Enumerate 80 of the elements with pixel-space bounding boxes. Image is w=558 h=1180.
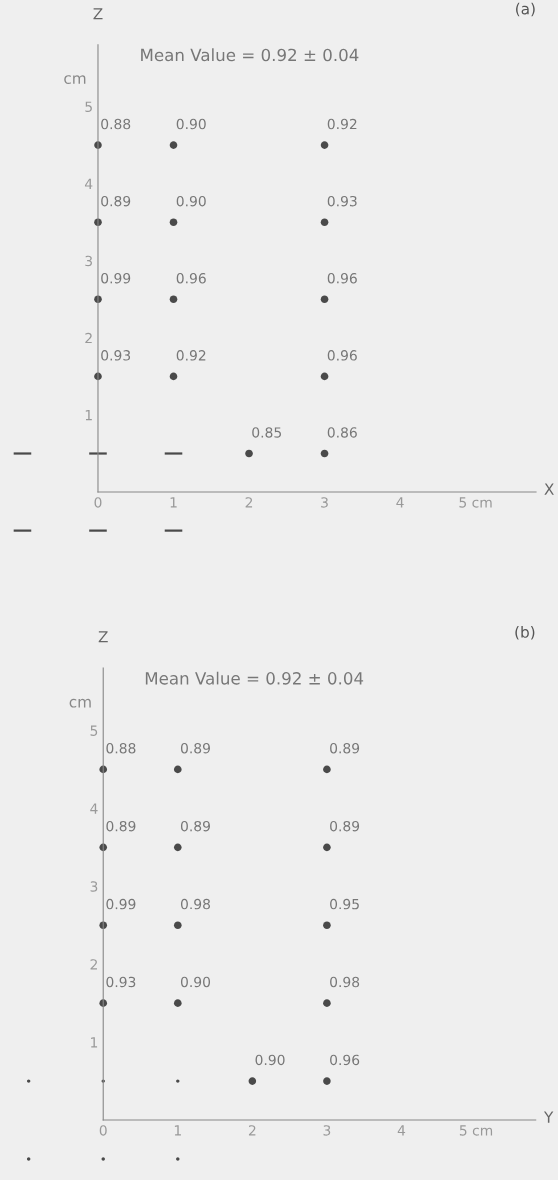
- x-tick-label: 2: [248, 1125, 256, 1136]
- y-tick-label: 4: [84, 178, 93, 189]
- annotation: 0.89: [330, 742, 360, 754]
- x-axis-title: Y: [543, 1111, 554, 1123]
- annotation: 0.96: [327, 350, 357, 361]
- y-tick-label: 3: [90, 881, 98, 892]
- y-tick-label: 1: [91, 1037, 98, 1048]
- chart-subtitle: Mean Value = 0.92 ± 0.04: [145, 671, 364, 685]
- annotation: 0.98: [180, 898, 210, 910]
- x-tick-label: 5 cm: [459, 1125, 493, 1136]
- chart-title: (a): [516, 2, 535, 17]
- point: [320, 372, 329, 381]
- chart-title: (b): [515, 625, 535, 640]
- annotation: 0.93: [327, 195, 357, 207]
- annotation: 0.85: [252, 427, 282, 438]
- annotation: 0.86: [327, 427, 357, 438]
- y-tick-label: 3: [85, 255, 93, 267]
- point: [173, 843, 182, 852]
- point: [173, 999, 182, 1007]
- y-tick-label: 5: [90, 725, 98, 736]
- point: [169, 141, 178, 149]
- annotation: 0.90: [180, 976, 211, 988]
- annotation: 0.88: [101, 118, 131, 130]
- point: [169, 218, 178, 226]
- x-tick-label: 0: [99, 1125, 107, 1136]
- point: [320, 449, 329, 458]
- chart-subtitle: Mean Value = 0.92 ± 0.04: [141, 48, 359, 62]
- point: [320, 141, 329, 149]
- point: [320, 218, 329, 226]
- point: [169, 372, 178, 381]
- x-tick-label: 4: [397, 1125, 406, 1136]
- annotation: 0.99: [101, 272, 131, 284]
- annotation: 0.89: [180, 742, 210, 754]
- annotation: 0.96: [330, 1054, 360, 1066]
- annotation: 0.99: [106, 898, 136, 910]
- point: [323, 843, 331, 852]
- y-tick-label: 2: [90, 959, 97, 970]
- annotation: 0.93: [101, 350, 131, 361]
- y-tick-label: 5: [85, 101, 92, 112]
- point: [173, 921, 182, 930]
- y-axis-title: Z: [93, 8, 103, 20]
- text: cm: [64, 75, 86, 84]
- annotation: 0.89: [106, 820, 136, 832]
- annotation: 0.89: [180, 820, 210, 832]
- annotation: 0.96: [327, 272, 357, 284]
- annotation: 0.98: [330, 976, 360, 988]
- x-tick-label: 1: [174, 1125, 181, 1136]
- annotation: 0.93: [106, 976, 136, 988]
- annotation: 0.89: [330, 820, 360, 832]
- x-tick-label: 4: [396, 497, 404, 508]
- annotation: 0.92: [176, 350, 206, 361]
- y-tick-label: 1: [85, 410, 92, 421]
- x-tick-label: 1: [170, 497, 177, 508]
- point: [245, 449, 253, 458]
- y-tick-label: 4: [90, 803, 98, 814]
- point: [323, 999, 331, 1007]
- annotation: 0.88: [106, 742, 136, 754]
- point: [320, 295, 329, 304]
- annotation: 0.95: [330, 898, 359, 910]
- point: [323, 1077, 331, 1085]
- x-tick-label: 3: [323, 1125, 331, 1136]
- annotation: 0.89: [101, 195, 131, 207]
- point: [173, 765, 182, 774]
- annotation: 0.90: [176, 195, 206, 207]
- point: [169, 295, 178, 304]
- annotation: 0.96: [176, 272, 206, 284]
- x-tick-label: 2: [245, 497, 253, 508]
- x-tick-label: 5 cm: [459, 497, 492, 508]
- annotation: 0.90: [176, 118, 206, 130]
- x-axis-title: X: [544, 483, 554, 495]
- annotation: 0.92: [327, 118, 357, 130]
- point: [323, 921, 331, 930]
- annotation: 0.90: [255, 1054, 285, 1066]
- y-tick-label: 2: [85, 332, 92, 344]
- x-tick-label: 0: [94, 497, 102, 508]
- text: cm: [69, 698, 91, 708]
- point: [323, 765, 331, 774]
- y-axis-title: Z: [98, 631, 108, 643]
- point: [248, 1077, 257, 1085]
- x-tick-label: 3: [321, 497, 328, 508]
